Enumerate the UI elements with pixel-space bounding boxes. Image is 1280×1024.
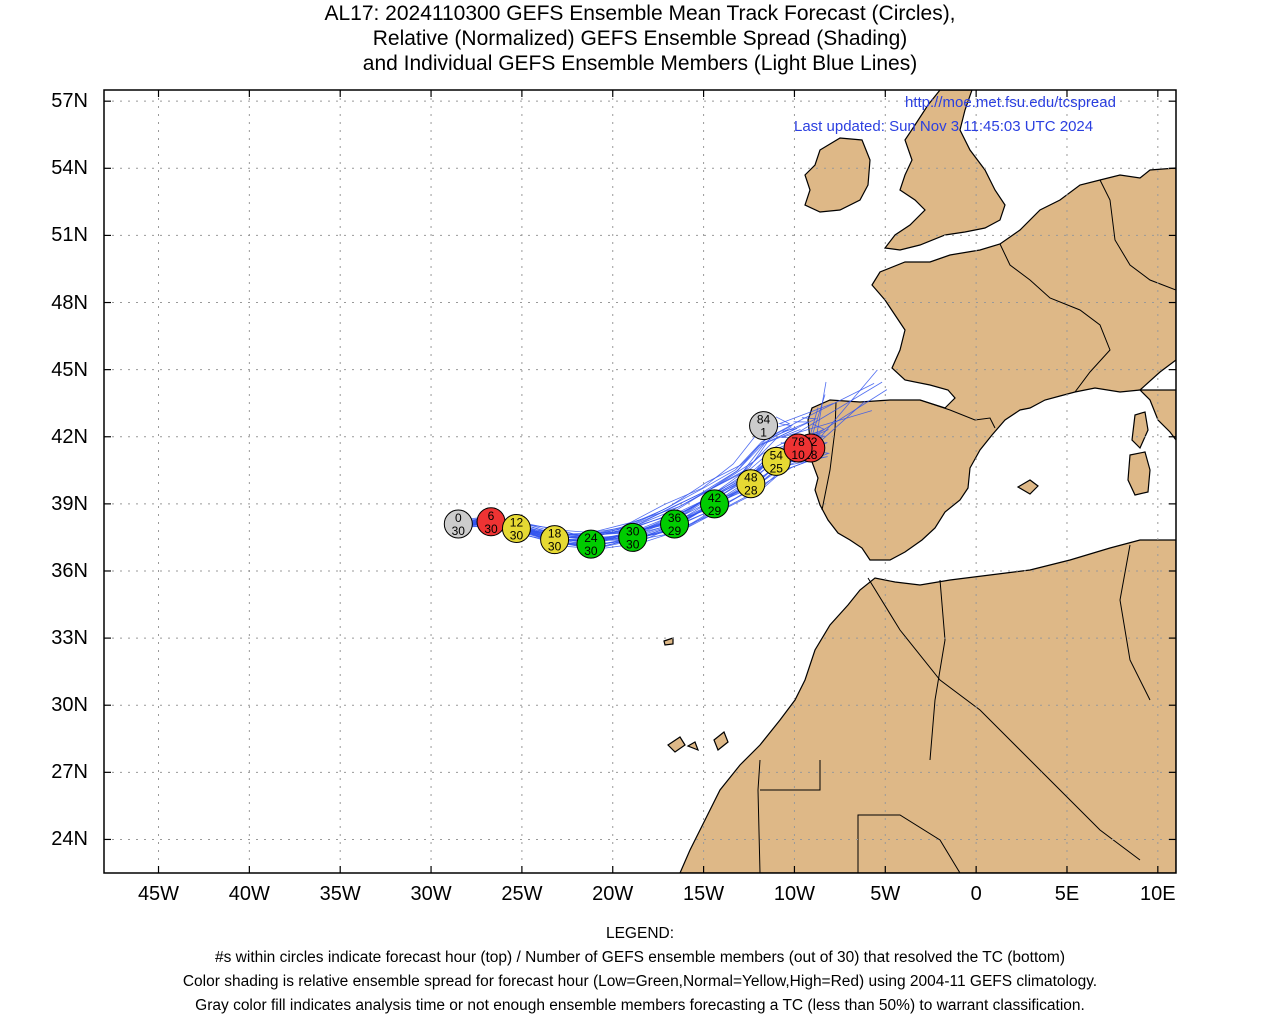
lat-label: 33N (51, 627, 88, 650)
forecast-hour-label: 0 (455, 511, 462, 525)
source-url[interactable]: http://moe.met.fsu.edu/tcspread (905, 94, 1116, 111)
land-madeira (663, 637, 674, 646)
land-great-britain (883, 90, 1006, 251)
land-ireland (804, 137, 871, 213)
forecast-circle (749, 411, 779, 441)
lon-label: 30W (410, 883, 452, 905)
member-count-label: 25 (770, 461, 784, 475)
country-borders (757, 179, 1176, 873)
member-count-label: 30 (626, 537, 640, 551)
ensemble-mean-circles: 0306301230183024303030362942294828542572… (443, 411, 826, 559)
lon-label: 40W (228, 883, 270, 905)
forecast-hour-label: 42 (708, 491, 722, 505)
forecast-hour-label: 48 (744, 471, 758, 485)
land-italy (1138, 389, 1176, 442)
forecast-hour-label: 24 (584, 531, 598, 545)
land-balearics (1016, 479, 1039, 495)
map-frame (103, 89, 1177, 874)
forecast-hour-label: 54 (770, 448, 784, 462)
member-count-label: 29 (708, 504, 722, 518)
land-canary-islands (667, 731, 729, 753)
lat-label: 54N (51, 157, 88, 180)
forecast-hour-label: 12 (510, 515, 524, 529)
member-count-label: 10 (791, 448, 805, 462)
lon-label: 10W (773, 883, 815, 905)
member-count-label: 30 (484, 522, 498, 536)
axis-ticks (104, 90, 1176, 873)
last-updated: Last updated: Sun Nov 3 11:45:03 UTC 202… (794, 118, 1094, 135)
forecast-circle (783, 433, 813, 463)
lon-label: 0 (970, 883, 982, 905)
chart-title-line-3: and Individual GEFS Ensemble Members (Li… (362, 52, 918, 75)
lon-label: 15W (683, 883, 725, 905)
forecast-circle (699, 489, 729, 519)
lat-label: 39N (51, 492, 88, 515)
forecast-circle (443, 509, 473, 539)
forecast-circle (618, 522, 648, 552)
lon-label: 35W (319, 883, 361, 905)
member-count-label: 1 (760, 426, 767, 440)
lon-label: 20W (592, 883, 634, 905)
legend-line-3: Gray color fill indicates analysis time … (195, 997, 1085, 1014)
forecast-circle (540, 525, 570, 555)
lat-label: 42N (51, 425, 88, 448)
forecast-hour-label: 78 (791, 435, 805, 449)
lat-label: 57N (51, 90, 88, 113)
legend-line-2: Color shading is relative ensemble sprea… (182, 973, 1098, 990)
forecast-circle (660, 509, 690, 539)
lon-label: 25W (501, 883, 543, 905)
legend-heading: LEGEND: (605, 925, 675, 942)
land-europe (807, 167, 1176, 561)
member-count-label: 30 (510, 528, 524, 542)
lon-label: 45W (137, 883, 180, 905)
landmass-layer (663, 90, 1176, 873)
forecast-circle (761, 446, 791, 476)
forecast-point-6h: 630 (476, 507, 506, 537)
lat-label: 48N (51, 291, 88, 314)
member-count-label: 28 (744, 484, 758, 498)
land-sardinia (1127, 451, 1151, 496)
lat-label: 51N (51, 224, 88, 247)
forecast-circle (736, 469, 766, 499)
forecast-circle (501, 513, 531, 543)
lat-lon-grid (104, 90, 1176, 873)
lat-label: 36N (51, 559, 88, 582)
chart-title-line-2: Relative (Normalized) GEFS Ensemble Spre… (372, 27, 908, 50)
forecast-circle (576, 529, 606, 559)
lon-label: 5E (1054, 883, 1080, 905)
forecast-hour-label: 30 (626, 524, 640, 538)
lon-label: 5W (870, 883, 901, 905)
lat-label: 45N (51, 358, 88, 381)
forecast-point-0h: 030 (443, 509, 473, 539)
forecast-hour-label: 6 (488, 509, 495, 523)
member-count-label: 30 (452, 524, 466, 538)
lat-label: 30N (51, 694, 88, 717)
legend-line-1: #s within circles indicate forecast hour… (215, 949, 1065, 966)
land-corsica (1131, 411, 1149, 450)
forecast-hour-label: 18 (548, 527, 562, 541)
forecast-hour-label: 84 (757, 413, 771, 427)
member-count-label: 29 (668, 524, 682, 538)
forecast-point-84h: 841 (749, 411, 779, 441)
lon-label: 10E (1140, 883, 1176, 905)
member-count-label: 30 (584, 544, 598, 558)
lat-label: 27N (51, 761, 88, 784)
lat-label: 24N (51, 828, 88, 851)
member-count-label: 30 (548, 540, 562, 554)
forecast-hour-label: 36 (668, 511, 682, 525)
chart-title-line-1: AL17: 2024110300 GEFS Ensemble Mean Trac… (324, 2, 956, 25)
